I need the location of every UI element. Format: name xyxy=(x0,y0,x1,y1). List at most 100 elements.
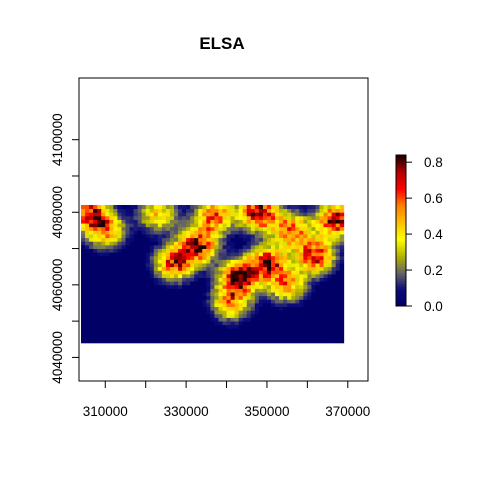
raster-cell xyxy=(125,205,130,210)
raster-cell xyxy=(291,244,296,249)
raster-cell xyxy=(323,288,328,293)
raster-cell xyxy=(218,234,223,239)
colorbar-segment xyxy=(396,258,406,262)
raster-cell xyxy=(275,219,280,224)
colorbar-tick-label: 0.2 xyxy=(424,263,443,278)
raster-cell xyxy=(254,317,260,322)
raster-cell xyxy=(250,223,256,228)
raster-cell xyxy=(173,223,179,228)
raster-cell xyxy=(125,328,130,333)
colorbar-tick-label: 0.6 xyxy=(424,191,443,206)
raster-cell xyxy=(279,324,284,329)
raster-cell xyxy=(230,281,236,286)
raster-cell xyxy=(125,302,130,308)
raster-cell xyxy=(295,237,300,242)
raster-cell xyxy=(234,244,240,249)
raster-cell xyxy=(323,241,328,246)
raster-cell xyxy=(287,281,292,286)
raster-cell xyxy=(81,332,86,337)
raster-cell xyxy=(234,299,240,304)
raster-cell xyxy=(307,270,312,275)
raster-cell xyxy=(246,263,252,268)
raster-cell xyxy=(335,288,341,293)
raster-cell xyxy=(173,212,179,217)
raster-cell xyxy=(141,306,147,311)
raster-cell xyxy=(202,237,207,242)
raster-cell xyxy=(279,321,284,326)
raster-cell xyxy=(226,230,231,235)
raster-cell xyxy=(145,266,151,271)
raster-cell xyxy=(97,306,102,311)
raster-cell xyxy=(173,226,179,231)
raster-cell xyxy=(85,284,90,289)
raster-cell xyxy=(210,263,215,268)
raster-cell xyxy=(331,324,337,329)
raster-cell xyxy=(149,230,155,235)
raster-cell xyxy=(113,302,118,308)
raster-cell xyxy=(85,266,90,271)
colorbar-segment xyxy=(396,200,406,204)
raster-cell xyxy=(182,234,187,239)
raster-cell xyxy=(169,292,175,297)
raster-cell xyxy=(186,234,191,239)
raster-cell xyxy=(339,292,345,297)
raster-cell xyxy=(113,292,118,297)
raster-cell xyxy=(125,263,130,268)
raster-cell xyxy=(129,273,134,278)
raster-cell xyxy=(133,252,139,257)
raster-cell xyxy=(242,266,248,271)
raster-cell xyxy=(242,277,248,282)
raster-cell xyxy=(153,310,159,315)
raster-cell xyxy=(335,255,341,260)
raster-cell xyxy=(254,313,260,318)
raster-cell xyxy=(117,273,122,278)
raster-cell xyxy=(173,244,179,249)
raster-cell xyxy=(129,295,134,300)
raster-cell xyxy=(190,230,195,235)
raster-cell xyxy=(186,299,191,304)
raster-cell xyxy=(214,241,219,246)
raster-cell xyxy=(194,306,199,311)
raster-cell xyxy=(234,237,240,242)
raster-cell xyxy=(206,219,211,224)
raster-cell xyxy=(250,270,256,275)
raster-cell xyxy=(105,306,110,311)
raster-cell xyxy=(295,208,300,213)
raster-cell xyxy=(198,234,203,239)
raster-cell xyxy=(81,208,86,213)
raster-cell xyxy=(254,266,260,271)
raster-cell xyxy=(323,313,328,318)
raster-cell xyxy=(339,226,345,231)
raster-cell xyxy=(81,321,86,326)
raster-cell xyxy=(234,302,240,308)
raster-cell xyxy=(125,266,130,271)
raster-cell xyxy=(137,288,143,293)
raster-cell xyxy=(242,321,248,326)
raster-cell xyxy=(182,219,187,224)
raster-cell xyxy=(230,234,236,239)
raster-cell xyxy=(299,295,304,300)
raster-cell xyxy=(153,273,159,278)
raster-cell xyxy=(222,215,227,220)
raster-cell xyxy=(287,270,292,275)
raster-cell xyxy=(190,292,195,297)
raster-cell xyxy=(323,230,328,235)
raster-cell xyxy=(315,208,320,213)
raster-cell xyxy=(315,215,320,220)
raster-cell xyxy=(202,335,207,340)
raster-cell xyxy=(283,230,288,235)
raster-cell xyxy=(331,328,337,333)
raster-cell xyxy=(182,302,187,308)
x-tick-label: 310000 xyxy=(83,404,128,419)
raster-cell xyxy=(113,263,118,268)
raster-cell xyxy=(165,244,171,249)
raster-cell xyxy=(145,234,151,239)
raster-cell xyxy=(270,255,276,260)
raster-cell xyxy=(303,321,308,326)
raster-cell xyxy=(161,208,167,213)
raster-cell xyxy=(202,205,207,210)
raster-cell xyxy=(331,226,337,231)
raster-cell xyxy=(303,230,308,235)
raster-cell xyxy=(206,259,211,264)
raster-cell xyxy=(335,335,341,340)
